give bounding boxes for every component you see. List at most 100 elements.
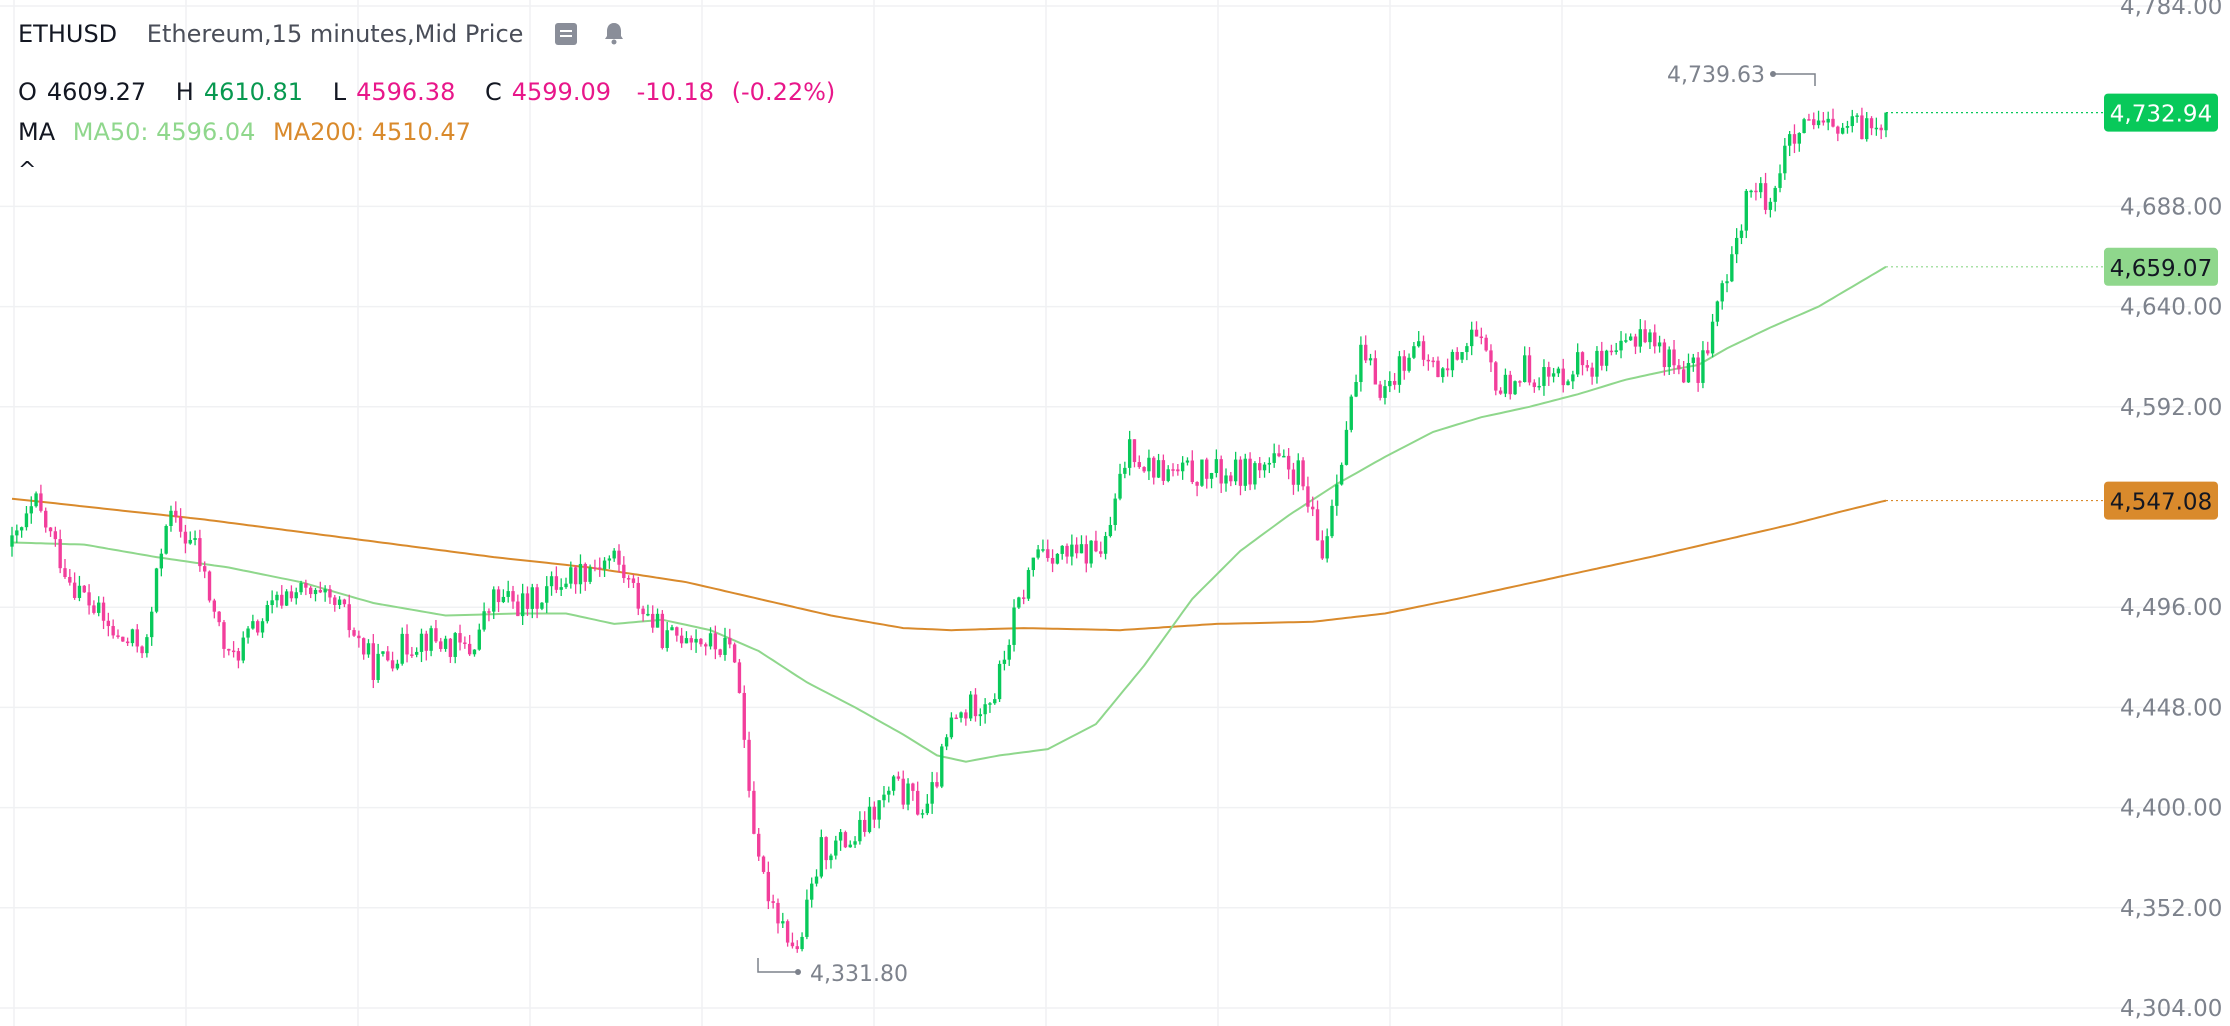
candle-body — [212, 600, 217, 612]
candle-body — [1638, 329, 1642, 347]
candle-body — [713, 633, 718, 650]
candle-body — [1802, 119, 1806, 134]
high-marker-line — [1773, 73, 1816, 86]
candle-body — [781, 921, 785, 924]
symbol-name[interactable]: ETHUSD — [18, 20, 118, 48]
candle-body — [183, 531, 188, 544]
candle-body — [1860, 115, 1864, 140]
candle-body — [1807, 119, 1811, 121]
candle-body — [501, 596, 506, 603]
candle-body — [1874, 127, 1879, 130]
candle-body — [1551, 373, 1556, 377]
last-price-badge: 4,732.94 — [2110, 102, 2212, 128]
candle-body — [357, 635, 361, 639]
candle-body — [467, 643, 472, 655]
candle-body — [366, 643, 371, 655]
candle-body — [853, 841, 857, 845]
candle-body — [1017, 597, 1021, 608]
change-percent: (-0.22%) — [731, 78, 836, 106]
candle-body — [313, 589, 318, 595]
candle-body — [1388, 380, 1392, 387]
bell-icon[interactable] — [603, 21, 625, 45]
candle-body — [1267, 462, 1272, 465]
candle-body — [516, 601, 520, 617]
candle-body — [1012, 607, 1016, 645]
candle-body — [1547, 367, 1551, 377]
candle-body — [1498, 390, 1503, 394]
candle-body — [1773, 187, 1777, 202]
collapse-legend-button[interactable]: ^ — [18, 158, 37, 183]
candle-body — [121, 636, 125, 642]
candle-body — [207, 571, 212, 601]
candle-body — [675, 627, 679, 636]
candle-body — [1041, 549, 1045, 551]
candle-body — [1325, 536, 1329, 559]
candle-body — [236, 651, 241, 661]
candle-body — [1821, 120, 1826, 123]
candle-body — [1209, 472, 1214, 479]
candle-body — [1344, 429, 1349, 465]
candle-body — [906, 783, 910, 805]
candle-body — [1604, 350, 1609, 366]
candle-body — [458, 633, 462, 643]
candle-body — [1229, 475, 1233, 482]
candle-body — [930, 782, 934, 804]
candle-body — [1494, 362, 1498, 391]
candle-body — [737, 662, 742, 693]
candle-body — [487, 611, 491, 613]
candle-body — [270, 600, 274, 606]
candle-body — [525, 593, 530, 609]
candle-body — [1580, 352, 1585, 366]
candle-body — [125, 641, 130, 644]
candle-body — [1089, 540, 1093, 564]
candle-body — [1065, 545, 1069, 557]
candle-body — [1571, 374, 1575, 382]
candle-body — [1142, 467, 1146, 472]
candle-body — [1258, 463, 1262, 471]
indicator-row[interactable]: MA MA50: 4596.04 MA200: 4510.47 — [18, 118, 481, 146]
candle-body — [1503, 374, 1508, 394]
candle-body — [819, 837, 824, 877]
candle-body — [1180, 462, 1185, 472]
candle-body — [1575, 352, 1580, 375]
ma-indicator-label[interactable]: MA — [18, 118, 56, 146]
candle-body — [1624, 340, 1628, 342]
candle-body — [752, 790, 756, 834]
candle-body — [1701, 350, 1705, 383]
candle-body — [150, 611, 154, 638]
candle-body — [1527, 355, 1532, 383]
candle-body — [1590, 367, 1594, 377]
candle-body — [848, 844, 852, 848]
candle-body — [1619, 340, 1623, 351]
data-window-icon[interactable] — [555, 23, 578, 45]
candle-body — [1021, 597, 1026, 599]
price-axis[interactable]: 4,784.00 4,688.00 4,640.00 4,592.00 4,496.00… — [2120, 0, 2222, 1022]
candle-body — [1074, 544, 1079, 554]
candle-body — [68, 576, 72, 583]
candle-body — [1720, 283, 1724, 302]
symbol-description[interactable]: Ethereum,15 minutes,Mid Price — [146, 20, 524, 48]
candle-body — [1508, 374, 1512, 395]
candle-body — [390, 660, 395, 669]
candle-body — [1368, 358, 1373, 361]
candle-body — [203, 566, 207, 572]
y-tick-label: 4,592.00 — [2120, 395, 2222, 421]
high-low-markers: 4,739.63 4,331.80 — [757, 63, 1816, 987]
candle-body — [174, 510, 178, 517]
candle-body — [1445, 368, 1450, 371]
candle-body — [419, 633, 424, 652]
candle-body — [940, 746, 944, 787]
candle-body — [636, 582, 640, 609]
candle-body — [1060, 545, 1064, 554]
candle-body — [829, 855, 833, 861]
price-badges: 4,732.94 4,659.07 4,547.08 — [1886, 93, 2218, 520]
candle-body — [997, 663, 1002, 700]
candle-body — [1600, 350, 1604, 366]
candle-body — [1147, 457, 1151, 472]
candle-body — [337, 599, 342, 605]
candle-body — [130, 629, 135, 644]
candle-body — [318, 589, 323, 593]
ma50-price-badge-bg — [2104, 247, 2218, 286]
candle-body — [1609, 350, 1614, 353]
